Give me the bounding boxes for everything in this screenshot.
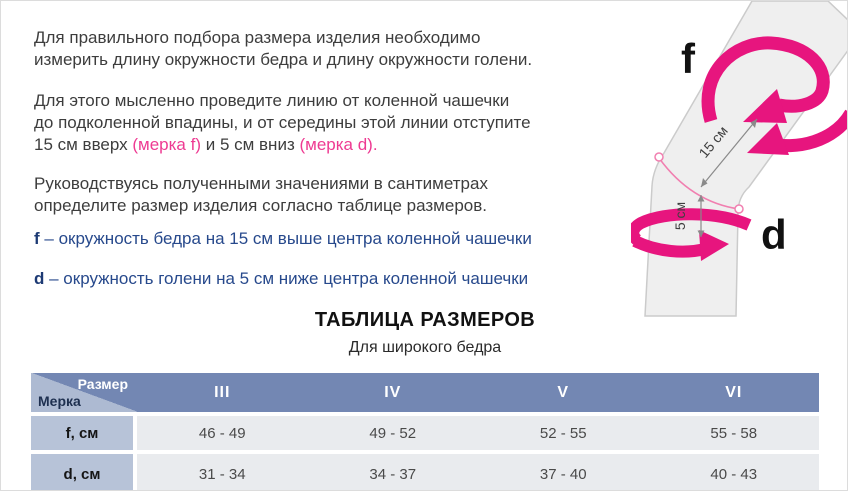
diagram-label-f: f: [681, 35, 696, 82]
cell-f-vi: 55 - 58: [710, 424, 758, 442]
intro-line-1: Для правильного подбора размера изделия …: [34, 28, 481, 47]
d-arrowhead: [699, 230, 729, 261]
column-header-v: V: [557, 383, 570, 401]
measure-f-definition: f – окружность бедра на 15 см выше центр…: [34, 229, 532, 249]
column-header-vi: VI: [725, 383, 743, 401]
method-line-1: Для этого мысленно проведите линию от ко…: [34, 91, 510, 110]
corner-label-measure: Мерка: [38, 393, 81, 409]
row-f-values: 46 - 49 49 - 52 52 - 55 55 - 58: [137, 416, 819, 450]
dim-5cm-arrow: [697, 195, 705, 237]
row-d-label: d, см: [31, 454, 133, 490]
result-paragraph: Руководствуясь полученными значениями в …: [34, 173, 488, 217]
table-row-d: d, см 31 - 34 34 - 37 37 - 40 40 - 43: [31, 454, 819, 490]
reference-endpoint-upper: [654, 152, 664, 162]
method-paragraph: Для этого мысленно проведите линию от ко…: [34, 90, 531, 156]
cell-d-iv: 34 - 37: [369, 465, 417, 483]
f-arrowhead-front: [743, 89, 787, 123]
measure-d-letter: d: [34, 269, 45, 288]
size-table-subtitle: Для широкого бедра: [348, 339, 502, 356]
method-line-3-pre: 15 см вверх: [34, 135, 133, 154]
knee-measurement-diagram: 15 см 5 см f d: [631, 1, 847, 317]
measure-d-desc: – окружность голени на 5 см ниже центра …: [49, 269, 529, 288]
cell-d-iii: 31 - 34: [198, 465, 246, 483]
row-f-label: f, см: [31, 416, 133, 450]
table-row-f: f, см 46 - 49 49 - 52 52 - 55 55 - 58: [31, 416, 819, 450]
intro-paragraph: Для правильного подбора размера изделия …: [34, 27, 532, 71]
intro-line-2: измерить длину окружности бедра и длину …: [34, 50, 533, 69]
dim-5cm-label: 5 см: [672, 202, 688, 230]
mark-d-text: (мерка d).: [299, 135, 378, 154]
size-table-header: Размер Мерка III IV V VI: [31, 373, 819, 412]
measure-f-letter: f: [34, 229, 40, 248]
mark-f-text: (мерка f): [132, 135, 201, 154]
column-header-iv: IV: [384, 383, 402, 401]
row-d-values: 31 - 34 34 - 37 37 - 40 40 - 43: [137, 454, 819, 490]
dim-15cm-arrow: [700, 118, 758, 188]
method-line-2: до подколенной впадины, и от середины эт…: [34, 113, 531, 132]
cell-d-v: 37 - 40: [539, 465, 587, 483]
knee-reference-line: [658, 157, 740, 210]
cell-f-iii: 46 - 49: [198, 424, 246, 442]
column-header-iii: III: [214, 383, 231, 401]
diagram-label-d: d: [761, 211, 787, 258]
measure-d-definition: d – окружность голени на 5 см ниже центр…: [34, 269, 528, 289]
corner-cell: Размер Мерка: [31, 373, 137, 412]
f-arrowhead-lower: [747, 123, 789, 155]
method-line-3-mid: и 5 см вниз: [201, 135, 300, 154]
measure-f-desc: – окружность бедра на 15 см выше центра …: [44, 229, 532, 248]
result-line-1: Руководствуясь полученными значениями в …: [34, 174, 488, 193]
corner-label-size: Размер: [77, 376, 128, 392]
result-line-2: определите размер изделия согласно табли…: [34, 196, 487, 215]
cell-f-iv: 49 - 52: [369, 424, 417, 442]
header-columns: III IV V VI: [137, 373, 819, 412]
size-table-title: ТАБЛИЦА РАЗМЕРОВ: [314, 309, 536, 331]
size-table: Размер Мерка III IV V VI f, см 46 - 49 4…: [31, 373, 819, 490]
reference-endpoint-lower: [734, 204, 744, 214]
cell-d-vi: 40 - 43: [710, 465, 758, 483]
cell-f-v: 52 - 55: [539, 424, 587, 442]
d-circumference-arrow: [631, 208, 752, 258]
